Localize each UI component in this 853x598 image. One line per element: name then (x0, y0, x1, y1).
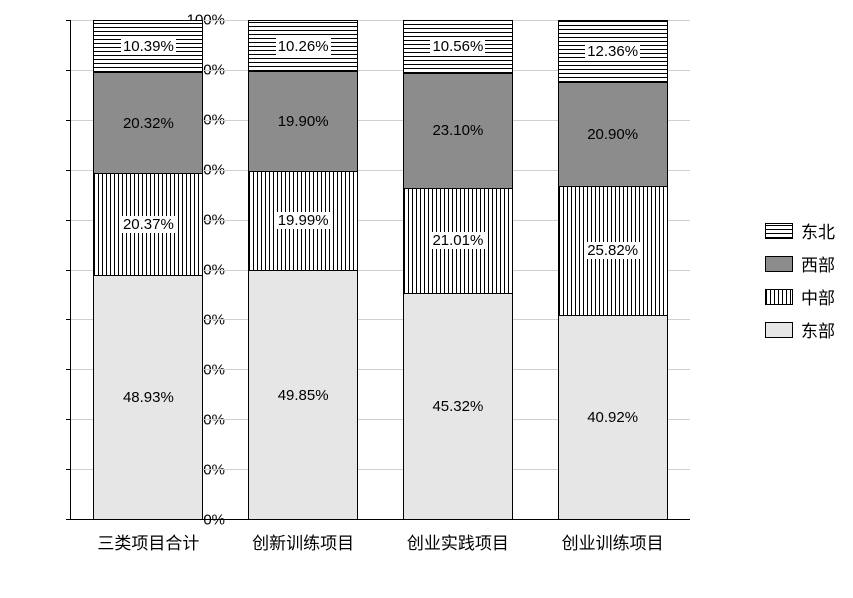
legend-label: 西部 (801, 251, 835, 276)
xtick-label: 创业实践项目 (380, 529, 535, 554)
legend-item-central: 中部 (765, 284, 835, 309)
legend-swatch-icon (765, 223, 793, 239)
bar-segment-west: 20.90% (558, 82, 668, 186)
legend-swatch-icon (765, 322, 793, 338)
legend-item-west: 西部 (765, 251, 835, 276)
legend-label: 东北 (801, 218, 835, 243)
xtick-label: 三类项目合计 (71, 529, 226, 554)
bar-segment-east: 40.92% (558, 315, 668, 519)
bar-column: 10.39% 20.32% 20.37% 48.93% 三类项目合计 (93, 20, 203, 519)
bar-segment-northeast: 10.26% (248, 20, 358, 71)
stacked-bar-chart: 100% 90% 80% 70% 60% 50% 40% 30% 20% 10%… (0, 0, 853, 598)
legend-swatch-icon (765, 289, 793, 305)
bars-container: 10.39% 20.32% 20.37% 48.93% 三类项目合计 10.26… (71, 20, 690, 519)
bar-segment-east: 49.85% (248, 270, 358, 519)
bar-segment-northeast: 10.39% (93, 20, 203, 72)
bar-segment-northeast: 10.56% (403, 20, 513, 73)
bar-segment-northeast: 12.36% (558, 20, 668, 82)
bar-segment-central: 19.99% (248, 171, 358, 271)
bar-segment-east: 45.32% (403, 293, 513, 519)
xtick-label: 创业训练项目 (535, 529, 690, 554)
bar-segment-central: 21.01% (403, 188, 513, 293)
plot-area: 10.39% 20.32% 20.37% 48.93% 三类项目合计 10.26… (70, 20, 690, 520)
bar-column: 10.56% 23.10% 21.01% 45.32% 创业实践项目 (403, 20, 513, 519)
legend-label: 东部 (801, 317, 835, 342)
bar-column: 12.36% 20.90% 25.82% 40.92% 创业训练项目 (558, 20, 668, 519)
bar-segment-west: 19.90% (248, 71, 358, 170)
bar-segment-west: 23.10% (403, 73, 513, 188)
bar-segment-east: 48.93% (93, 275, 203, 519)
bar-segment-west: 20.32% (93, 72, 203, 173)
xtick-label: 创新训练项目 (226, 529, 381, 554)
bar-segment-central: 20.37% (93, 173, 203, 275)
legend-item-east: 东部 (765, 317, 835, 342)
legend-label: 中部 (801, 284, 835, 309)
bar-column: 10.26% 19.90% 19.99% 49.85% 创新训练项目 (248, 20, 358, 519)
bar-segment-central: 25.82% (558, 186, 668, 315)
legend-swatch-icon (765, 256, 793, 272)
legend: 东北 西部 中部 东部 (765, 210, 835, 350)
legend-item-northeast: 东北 (765, 218, 835, 243)
